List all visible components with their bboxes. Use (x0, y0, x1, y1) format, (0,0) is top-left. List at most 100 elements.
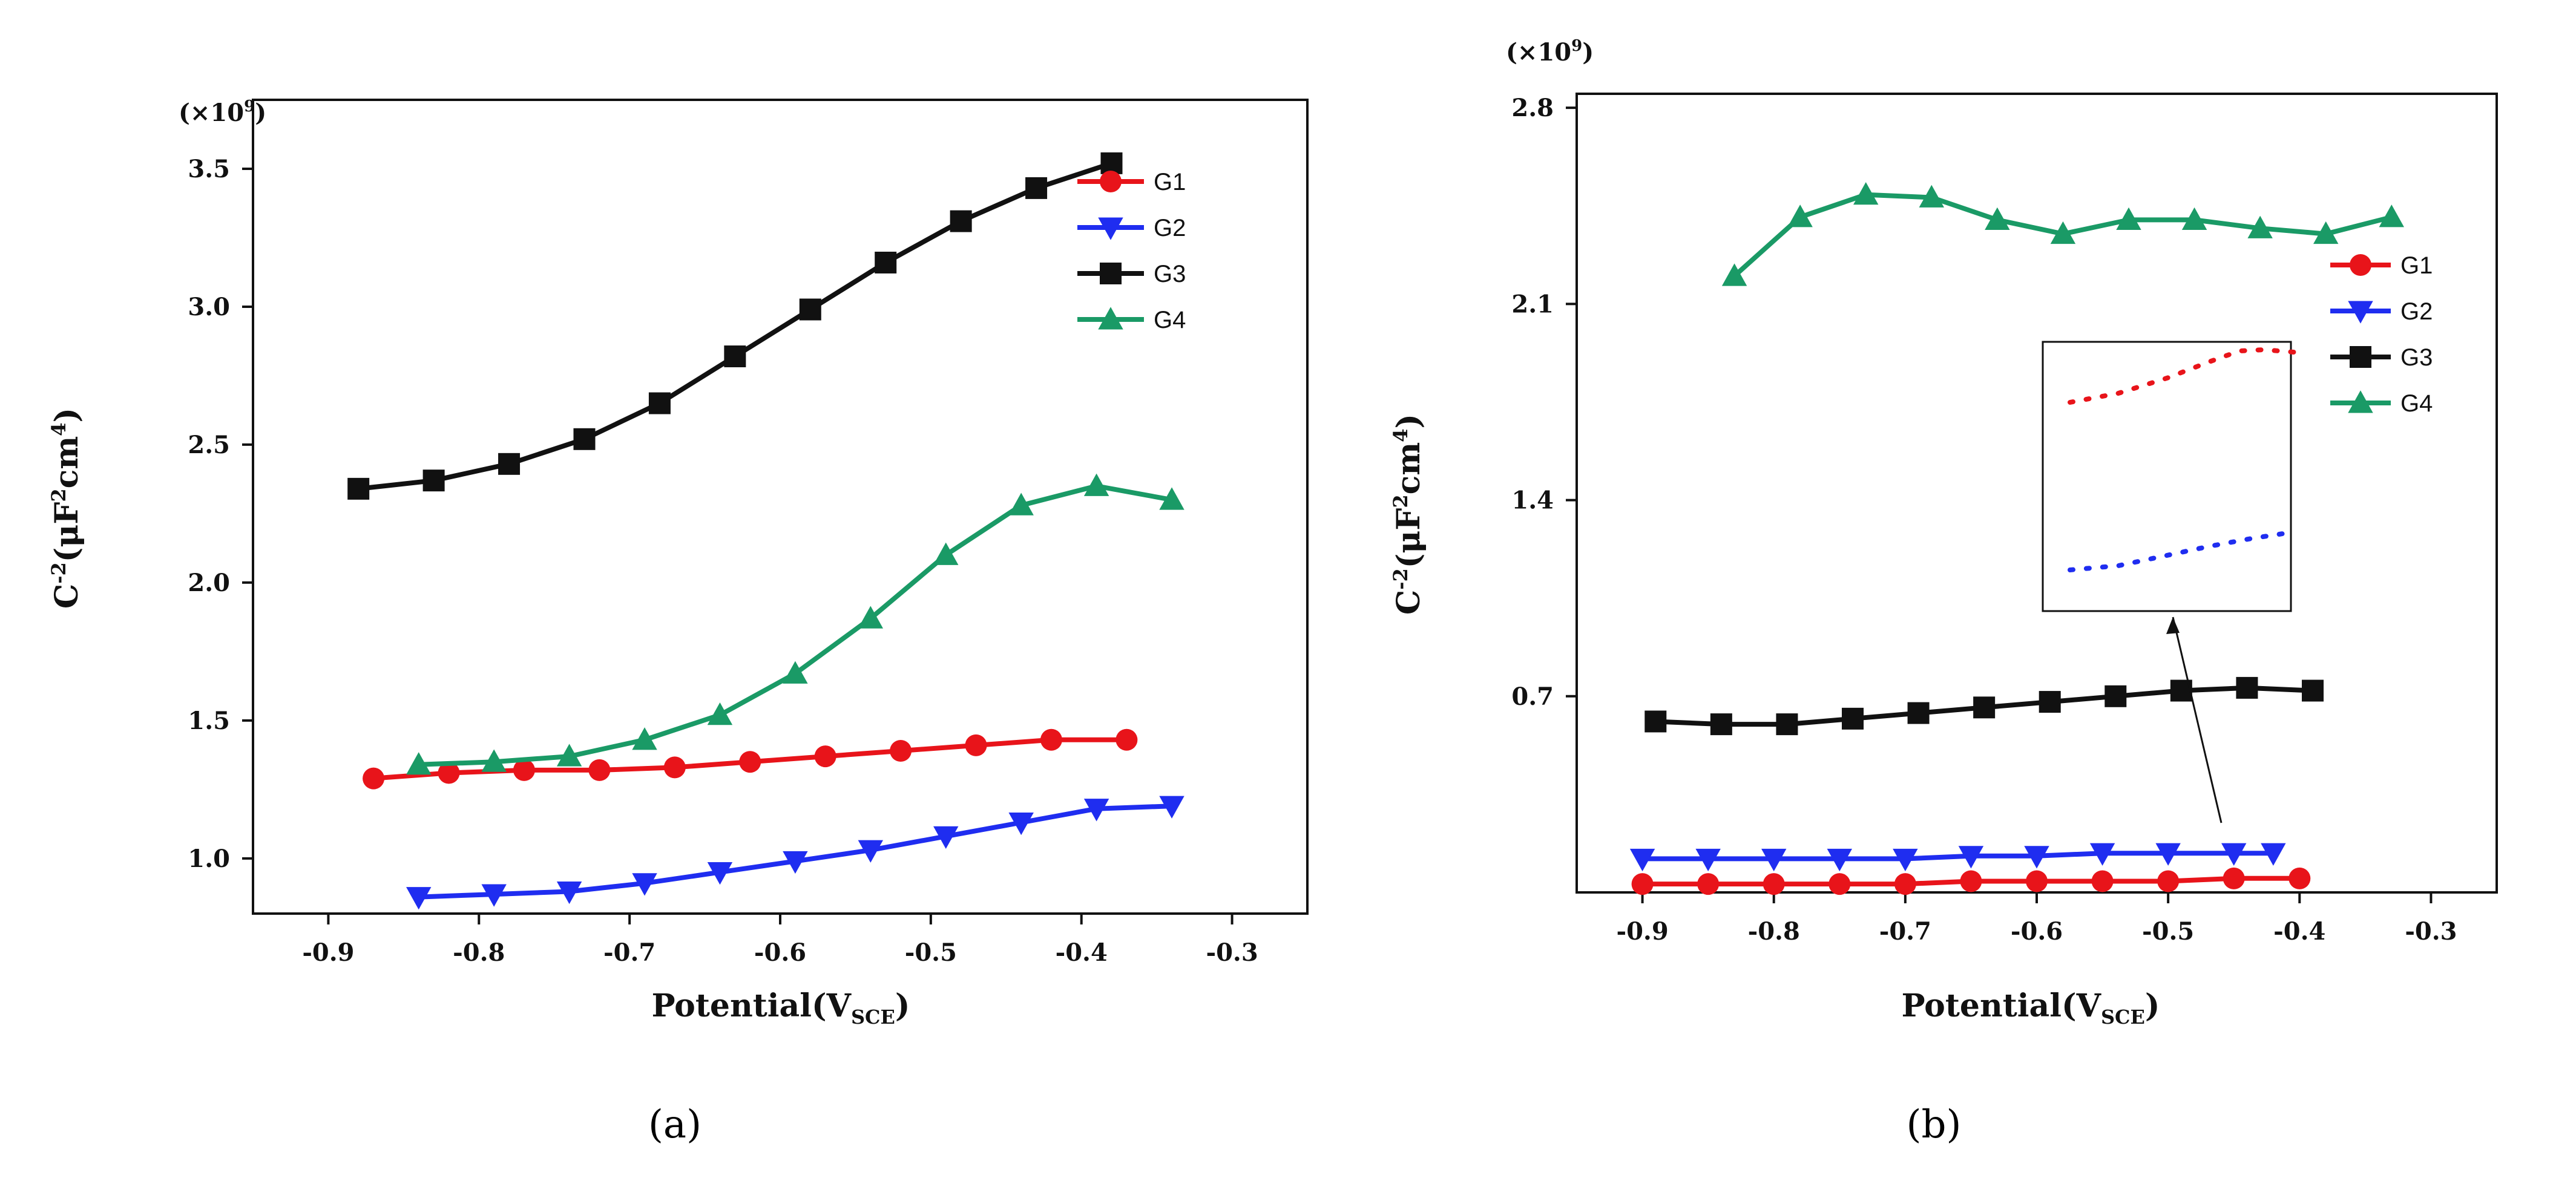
data-point-g2 (481, 884, 507, 907)
x-tick-label: -0.5 (2142, 917, 2194, 946)
data-point-g3 (498, 453, 521, 475)
x-tick-label: -0.5 (905, 938, 957, 967)
data-point-g3 (1907, 702, 1930, 724)
data-point-g1 (814, 745, 836, 768)
data-point-g3 (799, 298, 821, 321)
data-point-g3 (1973, 696, 1996, 719)
legend-label: G2 (1154, 215, 1186, 241)
legend-label: G1 (1154, 169, 1186, 195)
data-point-g2 (1695, 848, 1721, 872)
x-tick-label: -0.8 (453, 938, 505, 967)
data-point-g4 (2050, 221, 2076, 244)
data-point-g4 (1008, 492, 1034, 515)
x-tick-label: -0.9 (1616, 917, 1668, 946)
legend-label: G3 (2400, 344, 2433, 371)
y-tick-label: 2.1 (1511, 290, 1554, 318)
data-point-g1 (1894, 873, 1916, 895)
data-point-g2 (707, 862, 733, 885)
panel-a: (×109) -0.9 -0.8 -0.7 -0.6 -0.5 -0.4 -0.3 1.0 1.… (47, 97, 1309, 1147)
legend-label: G4 (1154, 307, 1186, 333)
legend-item-g3: G3 (2330, 344, 2433, 371)
data-point-g3 (724, 345, 746, 368)
legend-label: G2 (2400, 298, 2433, 325)
legend-marker (2348, 301, 2373, 324)
y-tick-label: 3.0 (188, 293, 230, 321)
data-point-g1 (663, 756, 686, 779)
data-point-g1 (2157, 870, 2180, 892)
series-g3 (347, 152, 1123, 500)
data-point-g1 (363, 767, 385, 790)
x-tick-label: -0.3 (2405, 917, 2457, 946)
data-point-g2 (556, 881, 582, 905)
panel-b-axes: -0.9 -0.8 -0.7 -0.6 -0.5 -0.4 -0.3 0.7 1.4 2.1 2.8 (1511, 94, 2457, 946)
legend-item-g3: G3 (1077, 261, 1186, 287)
data-point-g1 (965, 734, 987, 756)
data-point-g4 (933, 542, 959, 565)
x-tick-label: -0.8 (1748, 917, 1800, 946)
data-point-g2 (2221, 843, 2247, 866)
x-tick-label: -0.6 (2011, 917, 2063, 946)
series-g2 (406, 796, 1184, 910)
panel-b-legend: G1 G2 G3 G4 (2330, 252, 2433, 417)
data-point-g3 (875, 252, 897, 273)
legend-item-g1: G1 (1077, 169, 1186, 195)
legend-marker (1100, 171, 1122, 192)
legend-label: G3 (1154, 261, 1186, 287)
data-point-g2 (2089, 843, 2115, 866)
data-point-g3 (347, 477, 370, 500)
data-point-g2 (2155, 843, 2181, 866)
y-tick-label: 2.8 (1511, 94, 1554, 122)
data-point-g3 (648, 392, 671, 414)
inset-g1-dotted (2068, 347, 2296, 405)
data-point-g2 (1958, 846, 1984, 869)
data-point-g4 (632, 727, 657, 750)
inset-frame (2042, 341, 2292, 612)
data-point-g3 (1710, 713, 1732, 736)
legend-marker (1100, 263, 1122, 284)
panel-a-legend: G1 G2 G3 G4 (1077, 169, 1186, 333)
data-point-g1 (2026, 870, 2048, 892)
data-point-g1 (1960, 870, 1982, 892)
legend-item-g1: G1 (2330, 252, 2433, 279)
data-point-g1 (1040, 728, 1062, 751)
inset-g2-dotted (2068, 530, 2293, 572)
series-g1 (1631, 867, 2311, 895)
data-point-g2 (1629, 848, 1655, 872)
data-point-g1 (1697, 873, 1720, 895)
panel-b: (×109) -0.9 -0.8 -0.7 -0.6 -0.5 -0.4 -0.3 0.7 1.… (1389, 37, 2498, 1147)
data-point-g2 (1761, 848, 1787, 872)
data-point-g2 (1893, 848, 1918, 872)
data-point-g3 (2104, 685, 2127, 707)
y-tick-label: 3.5 (188, 155, 230, 183)
x-tick-label: -0.4 (1056, 938, 1108, 967)
legend-item-g2: G2 (2330, 298, 2433, 325)
data-point-g3 (422, 469, 445, 492)
data-point-g3 (1025, 177, 1048, 199)
data-point-g3 (2236, 676, 2258, 699)
y-tick-label: 1.4 (1511, 486, 1554, 515)
legend-label: G1 (2400, 252, 2433, 279)
data-point-g2 (2261, 843, 2286, 866)
data-point-g2 (2024, 846, 2049, 869)
data-point-g1 (1116, 728, 1138, 751)
legend-item-g4: G4 (2330, 390, 2433, 417)
data-point-g1 (513, 759, 535, 781)
data-point-g4 (1919, 185, 1944, 208)
panel-a-axes: -0.9 -0.8 -0.7 -0.6 -0.5 -0.4 -0.3 1.0 1.5 2.0 2.5… (188, 155, 1258, 967)
data-point-g4 (2116, 207, 2141, 230)
data-point-g2 (933, 826, 959, 849)
y-tick-label: 2.5 (188, 431, 230, 459)
data-point-g1 (2223, 867, 2245, 889)
legend-marker (2350, 254, 2371, 276)
legend-item-g4: G4 (1077, 307, 1186, 333)
data-point-g2 (1083, 799, 1109, 822)
data-point-g2 (858, 840, 884, 863)
legend-item-g2: G2 (1077, 215, 1186, 241)
panel-a-multiplier: (×109) (179, 97, 266, 127)
data-point-g4 (1853, 182, 1879, 205)
data-point-g3 (1100, 152, 1123, 174)
inset-pointer-arrowhead (2166, 617, 2180, 634)
data-point-g4 (406, 752, 432, 775)
x-tick-label: -0.3 (1206, 938, 1258, 967)
